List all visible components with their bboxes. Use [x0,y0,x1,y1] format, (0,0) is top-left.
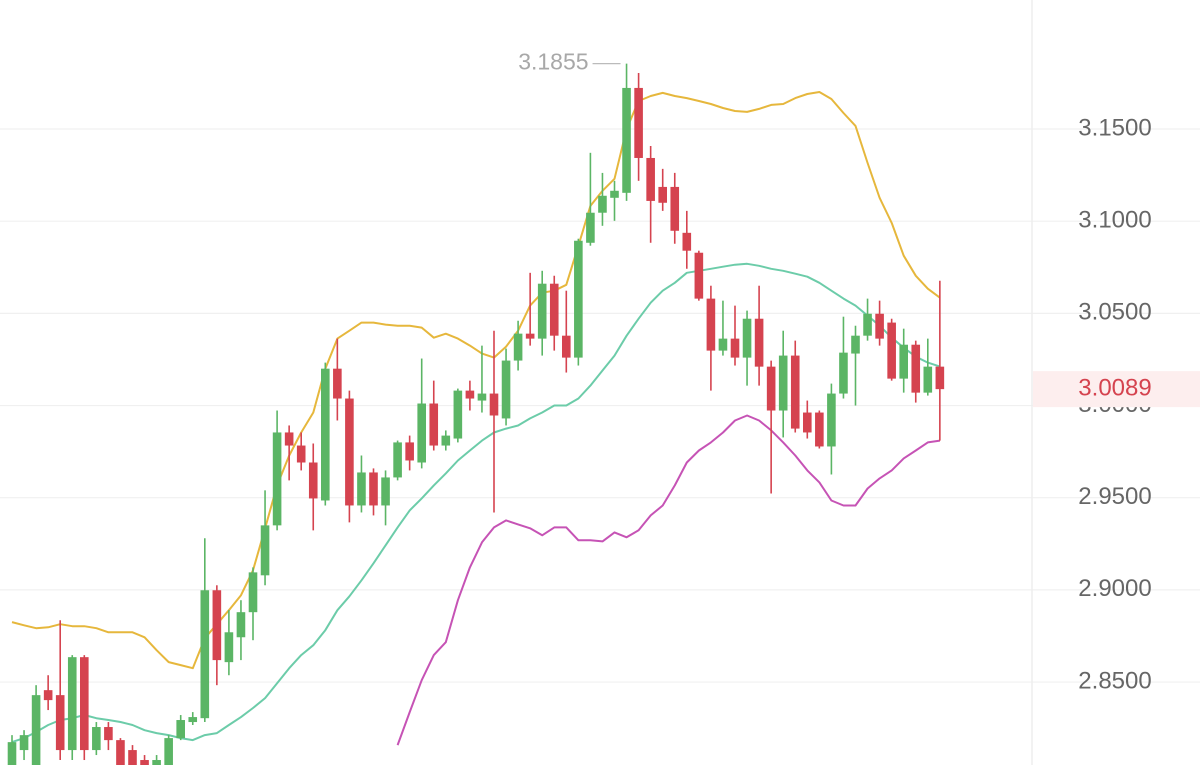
candle-body [104,727,113,741]
band-line [11,91,941,670]
candle-body [923,366,933,393]
candle-body [92,727,101,751]
candle-body [646,157,655,201]
candle-body [200,590,210,719]
candle-body [260,525,270,576]
candle-body [887,322,896,379]
candle-body [706,298,716,351]
candle-body [236,612,246,638]
candle-body [152,760,161,765]
candle-body [43,690,53,701]
last-price-box [1033,371,1200,408]
candles [7,63,945,765]
candle-body [405,442,414,461]
y-tick-label: 2.8500 [1078,667,1151,694]
candle-body [935,366,945,390]
band-line [11,262,941,744]
candle-body [694,252,704,299]
candle-body [116,740,125,765]
candle-body [586,212,595,243]
candle-body [622,87,631,193]
candle-body [610,190,619,198]
band-line [396,414,941,746]
candle-body [31,695,41,765]
candle-body [839,352,848,394]
candle-body [537,283,547,339]
candle-body [80,657,89,751]
candle-body [248,572,258,613]
candle-body [453,390,463,439]
grid [0,128,1200,683]
candle-body [670,186,680,231]
candle-body [272,432,282,526]
candle-body [345,398,354,506]
candle-body [188,717,198,723]
last-price-label: 3.0089 [1078,374,1151,401]
candle-body [224,632,234,663]
candle-body [417,403,426,463]
candle-body [598,195,607,213]
candle-body [465,390,475,399]
candle-body [489,393,499,416]
candle-body [790,355,800,429]
candle-body [284,432,294,446]
candle-body [381,477,390,506]
candle-body [357,472,366,506]
candle-body [7,742,17,765]
candle-body [55,695,65,751]
candle-body [562,335,571,358]
candle-body [321,368,330,501]
candle-body [308,462,318,499]
candle-body [393,442,402,478]
candle-body [525,333,535,339]
candle-body [501,360,511,419]
candle-body [369,472,378,506]
annotations: 3.1855 3.0089 [518,49,1200,408]
candle-body [863,313,872,336]
max-label: 3.1855 [518,49,588,75]
candle-body [296,445,306,463]
candle-body [140,760,149,765]
candle-body [513,333,523,361]
candle-body [766,366,776,411]
candle-body [803,412,812,433]
candle-body [441,435,451,446]
candle-body [549,283,559,336]
candle-body [911,344,921,393]
candle-body [128,750,137,765]
candle-body [634,87,643,158]
y-tick-label: 3.1000 [1078,207,1151,234]
candle-body [754,318,764,367]
y-tick-label: 2.9500 [1078,483,1151,510]
candle-body [851,335,860,354]
candle-body [899,344,908,379]
candle-body [778,355,788,411]
candle-body [875,313,884,339]
candle-body [827,393,836,447]
bands [11,91,941,746]
candle-body [477,393,487,401]
candle-body [212,590,222,661]
y-tick-label: 3.1500 [1078,114,1151,141]
candle-body [67,657,77,751]
y-tick-label: 2.9000 [1078,575,1151,602]
candle-body [682,232,692,251]
candle-body [574,240,583,358]
candle-body [658,186,667,203]
candle-body [176,720,185,739]
candle-body [164,738,173,765]
candle-body [815,412,824,447]
candle-body [730,338,740,358]
candle-body [333,368,342,399]
y-tick-label: 3.0500 [1078,299,1151,326]
candle-body [19,735,29,751]
candle-body [429,403,439,446]
candle-body [742,318,752,358]
candle-body [718,338,728,351]
